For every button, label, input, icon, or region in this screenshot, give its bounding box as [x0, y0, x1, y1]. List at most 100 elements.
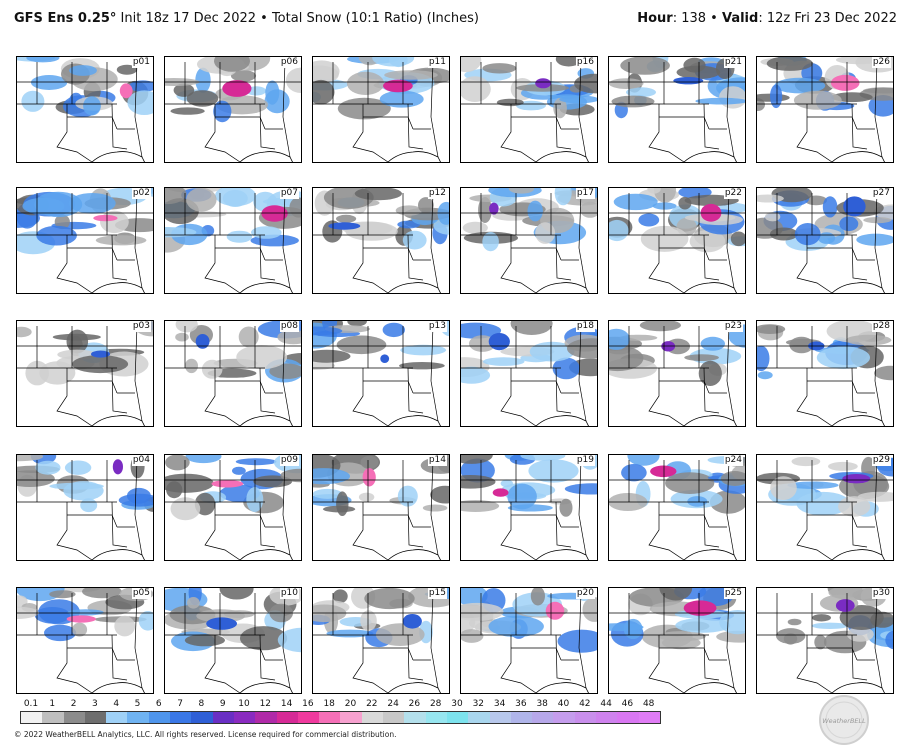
member-map-p19: p19: [460, 454, 598, 561]
colorbar-swatch: [361, 712, 384, 723]
colorbar-tick-label: 10: [238, 699, 250, 709]
colorbar-swatch: [383, 712, 405, 723]
member-map-p09: p09: [164, 454, 302, 561]
snow-field: [757, 57, 893, 162]
title-separator: •: [256, 11, 272, 26]
member-map-p07: p07: [164, 187, 302, 294]
colorbar-swatch: [446, 712, 469, 723]
member-label: p24: [723, 455, 743, 466]
member-map-p14: p14: [312, 454, 450, 561]
member-map-p11: p11: [312, 56, 450, 163]
snow-field: [165, 588, 301, 693]
weatherbell-logo: WeatherBELL: [819, 695, 869, 745]
snow-field: [757, 188, 893, 293]
colorbar-swatch: [233, 712, 256, 723]
colorbar-swatch: [42, 712, 64, 723]
colorbar-swatch: [127, 712, 149, 723]
snow-field: [313, 455, 449, 560]
member-label: p11: [427, 57, 447, 68]
colorbar-tick-label: 9: [219, 699, 226, 709]
colorbar-swatch: [63, 712, 85, 723]
valid-time: Hour: 138 • Valid: 12z Fri 23 Dec 2022: [637, 11, 897, 26]
colorbar-tick-label: 4: [113, 699, 120, 709]
member-label: p23: [723, 321, 743, 332]
member-map-p16: p16: [460, 56, 598, 163]
colorbar-swatch: [255, 712, 277, 723]
colorbar-swatch: [510, 712, 533, 723]
colorbar-swatch: [425, 712, 447, 723]
snow-field: [609, 455, 745, 560]
member-label: p26: [871, 57, 891, 68]
member-map-p27: p27: [756, 187, 894, 294]
member-map-p29: p29: [756, 454, 894, 561]
snow-field: [313, 588, 449, 693]
member-label: p09: [279, 455, 299, 466]
member-label: p19: [575, 455, 595, 466]
snow-field: [313, 57, 449, 162]
map-title: GFS Ens 0.25° Init 18z 17 Dec 2022 • Tot…: [14, 11, 479, 26]
colorbar-tick-label: 20: [344, 699, 357, 709]
colorbar-swatch: [84, 712, 107, 723]
valid-separator: •: [706, 11, 722, 26]
snow-field: [757, 321, 893, 426]
colorbar-tick-label: 30: [451, 699, 463, 709]
colorbar-tick-label: 36: [515, 699, 527, 709]
member-label: p16: [575, 57, 595, 68]
member-label: p07: [279, 188, 299, 199]
colorbar-swatch: [106, 712, 128, 723]
member-label: p12: [427, 188, 447, 199]
colorbar-swatch: [468, 712, 490, 723]
colorbar-tick-label: 1: [49, 699, 56, 709]
colorbar-swatch: [148, 712, 171, 723]
snow-field: [17, 588, 153, 693]
member-label: p27: [871, 188, 891, 199]
snow-field: [609, 57, 745, 162]
member-label: p14: [427, 455, 447, 466]
colorbar-tick-label: 8: [198, 699, 205, 709]
colorbar-swatch: [340, 712, 362, 723]
snow-field: [165, 188, 301, 293]
member-map-p23: p23: [608, 320, 746, 427]
snow-field: [461, 188, 597, 293]
colorbar-tick-label: 0.1: [23, 699, 39, 709]
snow-field: [609, 588, 745, 693]
colorbar-tick-label: 48: [642, 699, 655, 709]
member-label: p17: [575, 188, 595, 199]
member-label: p18: [575, 321, 595, 332]
colorbar-tick-label: 40: [557, 699, 570, 709]
colorbar-tick-label: 24: [387, 699, 399, 709]
colorbar-tick-label: 12: [259, 699, 272, 709]
member-map-p02: p02: [16, 187, 154, 294]
colorbar-swatch: [553, 712, 575, 723]
member-label: p13: [427, 321, 447, 332]
member-map-p01: p01: [16, 56, 154, 163]
member-map-p25: p25: [608, 587, 746, 694]
member-map-p26: p26: [756, 56, 894, 163]
member-label: p21: [723, 57, 743, 68]
member-label: p29: [871, 455, 891, 466]
snow-field: [461, 57, 597, 162]
member-map-p22: p22: [608, 187, 746, 294]
member-map-p04: p04: [16, 454, 154, 561]
member-label: p30: [871, 588, 891, 599]
member-label: p10: [279, 588, 299, 599]
member-map-p28: p28: [756, 320, 894, 427]
member-label: p25: [723, 588, 743, 599]
member-label: p02: [131, 188, 151, 199]
member-map-p08: p08: [164, 320, 302, 427]
snow-field: [17, 455, 153, 560]
colorbar-tick-label: 32: [472, 699, 485, 709]
member-map-p15: p15: [312, 587, 450, 694]
snow-field: [17, 188, 153, 293]
colorbar-tick-label: 46: [621, 699, 634, 709]
member-label: p15: [427, 588, 447, 599]
hour-label: Hour: [637, 11, 673, 26]
copyright-footer: © 2022 WeatherBELL Analytics, LLC. All r…: [14, 730, 397, 739]
member-label: p08: [279, 321, 299, 332]
member-map-p12: p12: [312, 187, 450, 294]
member-label: p03: [131, 321, 151, 332]
colorbar-swatch: [21, 712, 43, 723]
colorbar-tick-label: 34: [493, 699, 506, 709]
colorbar-swatch: [170, 712, 192, 723]
snow-field: [461, 588, 597, 693]
